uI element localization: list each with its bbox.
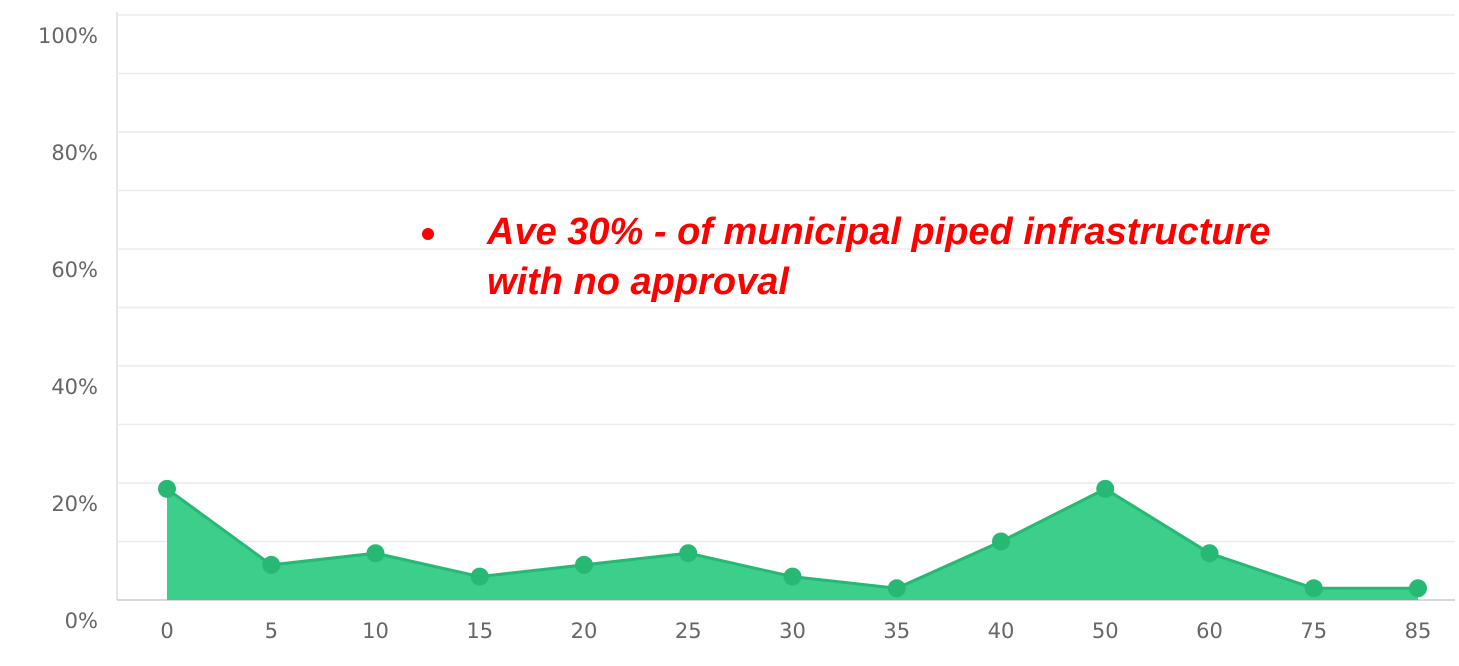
point <box>1409 579 1427 598</box>
y-tick-label: 60% <box>51 258 98 282</box>
x-tick-label: 30 <box>779 619 806 643</box>
point <box>262 555 281 574</box>
point <box>992 532 1010 551</box>
point <box>470 567 489 586</box>
point <box>887 579 906 598</box>
x-tick-label: 10 <box>362 619 389 643</box>
area <box>167 488 1418 600</box>
y-tick-label: 40% <box>51 375 98 399</box>
point <box>366 544 385 563</box>
x-tick-label: 15 <box>466 619 493 643</box>
point <box>158 479 176 498</box>
point <box>679 544 698 563</box>
x-tick-label: 0 <box>160 619 173 643</box>
x-tick-label: 85 <box>1405 619 1432 643</box>
x-tick-label: 75 <box>1300 619 1327 643</box>
point <box>1096 479 1115 498</box>
point <box>575 555 593 574</box>
y-tick-label: 0% <box>65 609 98 633</box>
x-tick-label: 40 <box>988 619 1015 643</box>
x-tick-label: 5 <box>265 619 278 643</box>
y-tick-label: 20% <box>51 492 98 516</box>
x-tick-label: 60 <box>1196 619 1223 643</box>
annotation: Ave 30% - of municipal piped infrastruct… <box>486 211 1270 253</box>
point <box>1200 544 1219 563</box>
y-tick-label: 80% <box>51 141 98 165</box>
x-tick-label: 20 <box>571 619 598 643</box>
annotation-bullet <box>422 228 434 240</box>
point <box>1304 579 1323 598</box>
annotation: with no approval <box>487 261 790 303</box>
point <box>783 567 802 586</box>
y-tick-label: 100% <box>38 24 98 48</box>
x-tick-label: 35 <box>883 619 910 643</box>
x-tick-label: 25 <box>675 619 702 643</box>
x-tick-label: 50 <box>1092 619 1119 643</box>
